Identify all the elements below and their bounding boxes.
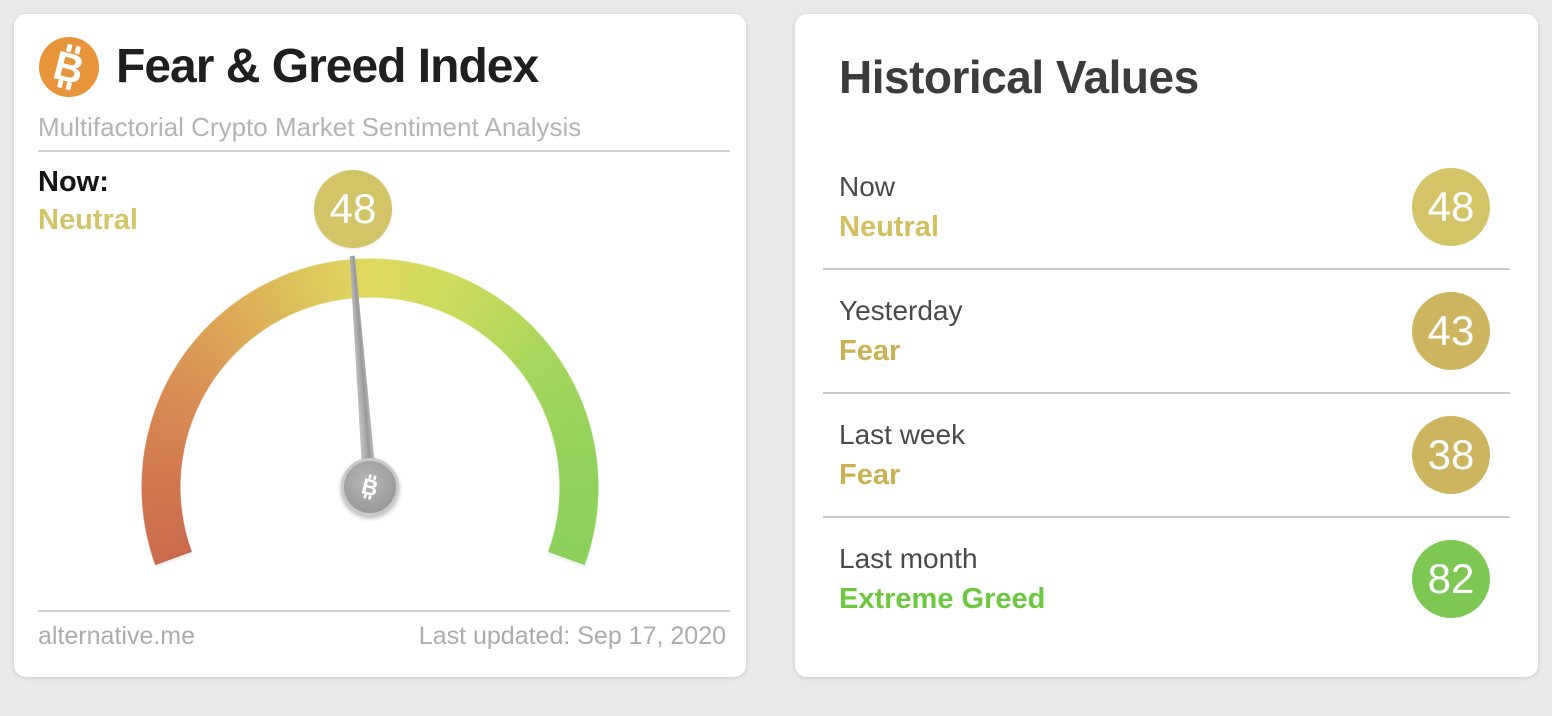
row-classification: Extreme Greed [839, 582, 1046, 615]
historical-row-now: Now Neutral 48 [795, 146, 1538, 268]
row-value-badge: 82 [1412, 540, 1490, 618]
historical-row-yesterday: Yesterday Fear 43 [795, 270, 1538, 392]
row-divider [823, 392, 1510, 394]
fear-greed-gauge-card: B Fear & Greed Index Multifactorial Cryp… [14, 14, 746, 716]
gauge-value-badge: 48 [314, 170, 392, 248]
historical-row-last-week: Last week Fear 38 [795, 394, 1538, 516]
row-texts: Yesterday Fear [839, 294, 963, 367]
row-divider [823, 268, 1510, 270]
row-classification: Fear [839, 334, 901, 367]
header-divider [38, 150, 730, 152]
bitcoin-hub-icon: B [359, 473, 381, 501]
bitcoin-icon: B [38, 36, 100, 98]
row-value-badge: 48 [1412, 168, 1490, 246]
historical-row-last-month: Last month Extreme Greed 82 [795, 518, 1538, 640]
now-label: Now: [38, 166, 109, 198]
svg-text:B: B [359, 473, 381, 501]
gauge-card-subtitle: Multifactorial Crypto Market Sentiment A… [38, 112, 582, 142]
row-label: Last week [839, 418, 966, 450]
row-label: Now [839, 170, 896, 202]
current-status-block: Now: Neutral [38, 168, 138, 235]
historical-rows: Now Neutral 48 Yesterday Fear 43 Last we… [795, 146, 1538, 640]
row-classification: Neutral [839, 210, 939, 243]
row-classification: Fear [839, 458, 901, 491]
row-divider [823, 516, 1510, 518]
row-texts: Last month Extreme Greed [839, 542, 1046, 615]
row-label: Last month [839, 542, 978, 574]
row-texts: Last week Fear [839, 418, 966, 491]
now-classification: Neutral [38, 204, 138, 236]
last-updated-text: Last updated: Sep 17, 2020 [418, 622, 726, 650]
gauge-card-footer: alternative.me Last updated: Sep 17, 202… [38, 622, 726, 651]
gauge-hub: B [341, 458, 399, 516]
source-link[interactable]: alternative.me [38, 622, 196, 650]
historical-values-card: Historical Values Now Neutral 48 Yesterd… [795, 14, 1538, 677]
page-background: B Fear & Greed Index Multifactorial Cryp… [14, 14, 1538, 716]
row-value-badge: 43 [1412, 292, 1490, 370]
row-label: Yesterday [839, 294, 963, 326]
historical-values-title: Historical Values [839, 51, 1199, 103]
row-value-badge: 38 [1412, 416, 1490, 494]
gauge-card-title: Fear & Greed Index [116, 40, 539, 93]
row-texts: Now Neutral [839, 170, 939, 243]
gauge-card-header: B Fear & Greed Index [38, 36, 539, 98]
footer-divider [38, 610, 730, 612]
